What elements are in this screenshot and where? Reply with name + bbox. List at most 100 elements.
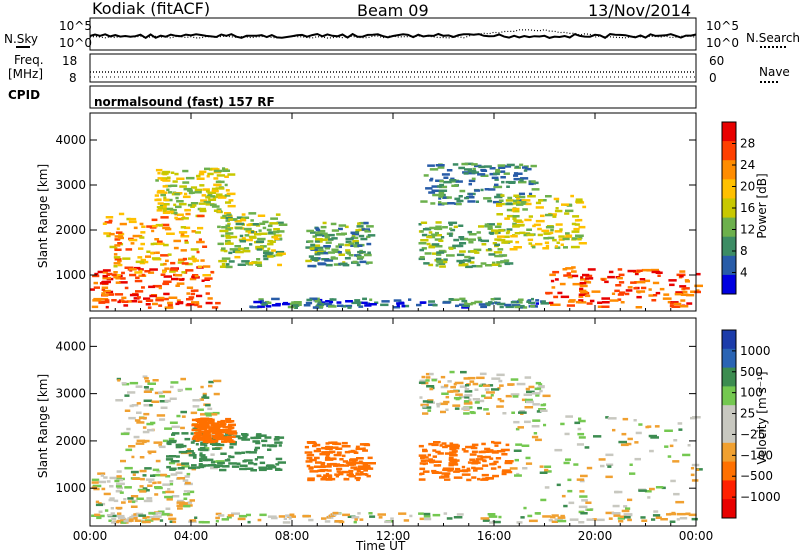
power-cell xyxy=(571,274,579,278)
power-cell xyxy=(357,244,363,247)
power-cell xyxy=(354,241,359,245)
power-cell xyxy=(669,304,675,308)
velocity-cell xyxy=(461,448,466,451)
velocity-cell xyxy=(557,516,566,519)
velocity-cell xyxy=(437,452,444,455)
velocity-cell xyxy=(271,516,278,520)
velocity-cell xyxy=(117,379,121,382)
power-cell xyxy=(163,280,172,283)
power-cell xyxy=(308,255,314,258)
power-cell xyxy=(496,235,505,238)
power-cell xyxy=(258,229,262,232)
power-cell xyxy=(473,248,482,252)
power-cell xyxy=(393,299,402,302)
power-cell xyxy=(101,292,106,295)
velocity-cell xyxy=(139,456,145,459)
power-cell xyxy=(94,272,99,276)
power-cell xyxy=(366,242,372,246)
velocity-cell xyxy=(540,498,547,502)
power-cell xyxy=(250,305,259,309)
power-cell xyxy=(199,170,207,174)
velocity-cell xyxy=(127,391,136,394)
power-cell xyxy=(464,255,471,259)
power-cell xyxy=(448,234,453,237)
power-cell xyxy=(615,284,622,287)
power-cell xyxy=(267,301,272,305)
power-cell xyxy=(144,270,151,273)
velocity-cell xyxy=(443,512,448,515)
velocity-cell xyxy=(504,461,513,465)
power-cell xyxy=(211,189,217,193)
power-cell xyxy=(680,299,686,302)
velocity-cell xyxy=(93,487,100,491)
velocity-cell xyxy=(621,432,627,436)
power-cell xyxy=(480,239,489,243)
power-cell xyxy=(160,178,166,181)
power-cell xyxy=(517,172,523,175)
power-cell xyxy=(101,286,109,289)
cpid-label: CPID xyxy=(8,88,41,102)
power-cell xyxy=(420,230,424,233)
power-cell xyxy=(545,291,553,295)
power-cell xyxy=(162,209,167,212)
power-cell xyxy=(149,294,157,298)
power-cell xyxy=(513,172,519,175)
velocity-cell xyxy=(664,445,669,448)
power-cell xyxy=(102,269,111,272)
velocity-cell xyxy=(444,478,451,481)
power-cell xyxy=(498,264,502,268)
velocity-cell xyxy=(560,422,565,426)
power-cell xyxy=(196,174,201,178)
power-cell xyxy=(474,189,480,192)
power-cell xyxy=(579,284,588,288)
power-cell xyxy=(199,184,205,187)
velocity-cell xyxy=(503,470,513,474)
velocity-cell xyxy=(667,455,672,458)
velocity-cell xyxy=(218,514,225,517)
velocity-cell xyxy=(108,498,114,502)
power-cell xyxy=(367,251,371,254)
power-cell xyxy=(444,196,452,199)
power-cell xyxy=(553,295,559,299)
velocity-cell xyxy=(418,478,426,481)
power-cell xyxy=(255,240,265,243)
nave-legend-line xyxy=(760,81,778,83)
colorbar-swatch xyxy=(722,480,736,500)
velocity-cell xyxy=(110,521,117,524)
power-cell xyxy=(401,304,410,308)
power-cell xyxy=(305,246,313,249)
power-cell xyxy=(261,303,269,306)
power-cell xyxy=(435,225,442,228)
power-cell xyxy=(356,263,361,267)
velocity-cell xyxy=(525,387,530,391)
power-cell xyxy=(462,304,470,308)
velocity-cell xyxy=(253,436,262,439)
power-cell xyxy=(514,232,520,235)
velocity-cell xyxy=(578,510,585,514)
power-cell xyxy=(491,263,501,266)
velocity-cell xyxy=(261,434,267,437)
power-cell xyxy=(512,224,521,227)
power-cell xyxy=(167,301,173,305)
velocity-cell xyxy=(131,514,138,517)
velocity-cell xyxy=(524,420,531,424)
velocity-cell xyxy=(208,384,213,388)
velocity-cell xyxy=(215,512,222,516)
velocity-cell xyxy=(162,390,172,394)
velocity-cell xyxy=(605,453,614,457)
velocity-cell xyxy=(335,475,339,478)
power-cell xyxy=(562,268,568,271)
velocity-cell xyxy=(347,463,357,466)
power-cell xyxy=(155,168,163,172)
velocity-cell xyxy=(435,450,441,454)
velocity-cell xyxy=(509,467,518,470)
power-cell xyxy=(113,262,121,265)
power-cell xyxy=(685,293,695,297)
velocity-cell xyxy=(355,445,360,449)
velocity-cell xyxy=(316,447,321,451)
power-cell xyxy=(221,226,228,229)
velocity-cell xyxy=(320,478,329,481)
velocity-cell xyxy=(308,467,314,470)
velocity-cell xyxy=(350,466,358,469)
